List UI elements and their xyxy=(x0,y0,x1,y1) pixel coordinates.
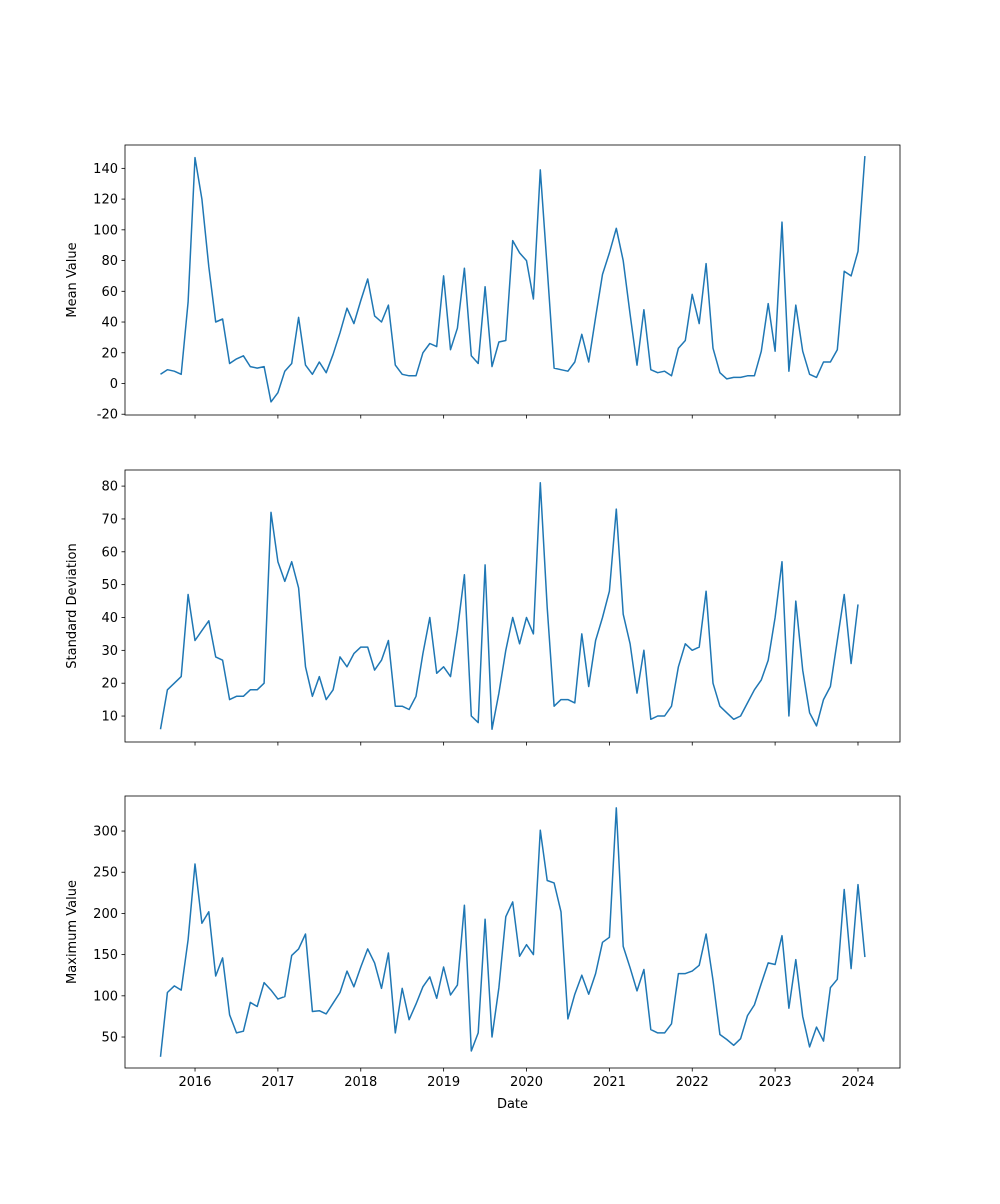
y-tick-label: 80 xyxy=(101,480,118,495)
x-axis-label: Date xyxy=(497,1097,528,1112)
subplot-2: 10 20 30 40 50 60 70 80 Standard Deviation xyxy=(65,469,901,746)
subplot-3: 50 100 150 200 250 300 2016 2017 2018 2019 2020 202… xyxy=(65,795,901,1112)
axes-frame xyxy=(124,795,901,1069)
x-tick-label: 2022 xyxy=(676,1075,709,1090)
y-tick-label: 60 xyxy=(101,545,118,560)
y-tick-label: 140 xyxy=(93,162,118,177)
y-tick-label: 80 xyxy=(101,254,118,269)
y-tick-label: 120 xyxy=(93,193,118,208)
y-tick-label: 40 xyxy=(101,611,118,626)
x-tick-label: 2017 xyxy=(261,1075,294,1090)
y-tick-label: 20 xyxy=(101,677,118,692)
series-line-mean-value xyxy=(160,156,866,403)
x-tick-label: 2020 xyxy=(510,1075,543,1090)
x-tick-label: 2016 xyxy=(178,1075,211,1090)
y-tick-label: 30 xyxy=(101,644,118,659)
y-tick-label: 150 xyxy=(93,948,118,963)
y-tick-label: 0 xyxy=(110,377,118,392)
y-tick-label: 50 xyxy=(101,578,118,593)
series-line-maximum-value xyxy=(159,807,866,1057)
y-tick-label: 70 xyxy=(101,512,118,527)
series-line-standard-deviation xyxy=(159,482,859,730)
y-tick-label: 100 xyxy=(93,989,118,1004)
y-tick-label: 50 xyxy=(101,1031,118,1046)
y-tick-label: -20 xyxy=(97,408,118,423)
y-tick-label: 100 xyxy=(93,223,118,238)
y-tick-label: 10 xyxy=(101,710,118,725)
y-tick-label: 60 xyxy=(101,285,118,300)
x-tick-label: 2024 xyxy=(841,1075,874,1090)
y-tick-label: 20 xyxy=(101,346,118,361)
axes-frame xyxy=(124,469,901,743)
x-tick-label: 2021 xyxy=(593,1075,626,1090)
y-tick-label: 200 xyxy=(93,907,118,922)
subplot-1: -20 0 20 40 60 80 100 120 140 Mean Value xyxy=(65,144,901,423)
y-axis-label: Standard Deviation xyxy=(65,543,80,668)
y-axis-label: Mean Value xyxy=(65,242,80,317)
y-tick-label: 300 xyxy=(93,825,118,840)
y-tick-label: 250 xyxy=(93,866,118,881)
x-tick-label: 2019 xyxy=(427,1075,460,1090)
x-tick-label: 2023 xyxy=(759,1075,792,1090)
x-tick-label: 2018 xyxy=(344,1075,377,1090)
axes-frame xyxy=(124,144,901,416)
y-axis-label: Maximum Value xyxy=(65,880,80,984)
y-tick-label: 40 xyxy=(101,316,118,331)
